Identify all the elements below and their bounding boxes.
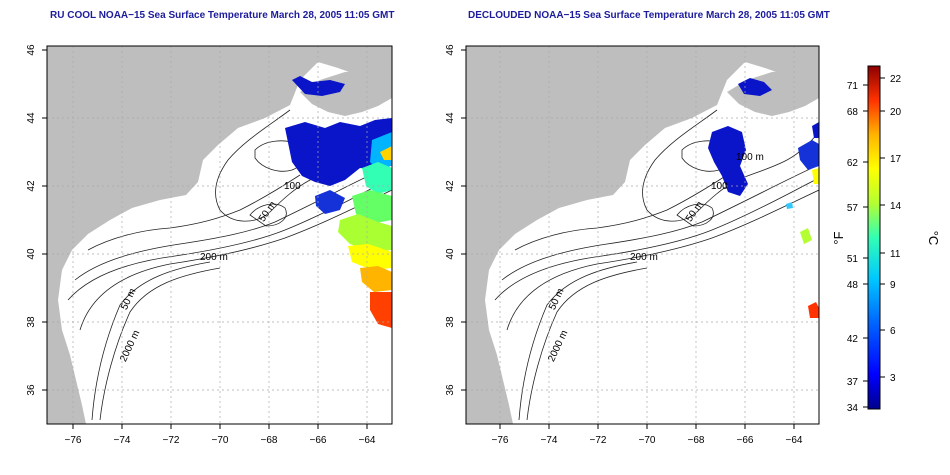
y-tick-label: 36	[445, 384, 456, 396]
colorbar-f-tick: 48	[847, 280, 859, 291]
colorbar-c-tick: 3	[890, 373, 896, 384]
y-tick-label: 42	[445, 180, 456, 192]
x-tick-label: −68	[261, 435, 278, 446]
x-tick-label: −74	[541, 435, 558, 446]
colorbar-c-tick: 17	[890, 154, 902, 165]
contour-label-100: 100	[711, 181, 728, 192]
y-tick-label: 38	[445, 316, 456, 328]
axes-right: −76 −74 −72 −70 −68 −66 −64 36 38 40 42 …	[445, 44, 803, 446]
colorbar-f-tick: 51	[847, 254, 859, 265]
colorbar: 71 68 62 57 51 48 42 37 34 22 20 17 14 1…	[831, 65, 941, 414]
colorbar-c-tick: 9	[890, 280, 896, 291]
map-panel-raw: 100 50 m 200 m 50 m 2000 m	[46, 45, 393, 425]
bathymetry-contours	[67, 109, 392, 421]
colorbar-c-tick: 6	[890, 326, 896, 337]
bathymetry-contours	[494, 109, 819, 421]
y-tick-label: 40	[445, 248, 456, 260]
land-mass	[47, 46, 392, 424]
contour-label-100m-top: 100 m	[736, 152, 764, 163]
x-tick-label: −70	[212, 435, 229, 446]
colorbar-c-tick: 20	[890, 107, 902, 118]
panel-title-raw: RU COOL NOAA−15 Sea Surface Temperature …	[50, 10, 395, 21]
x-tick-label: −74	[114, 435, 131, 446]
colorbar-f-tick: 57	[847, 203, 859, 214]
colorbar-f-tick: 71	[847, 81, 859, 92]
x-tick-label: −76	[492, 435, 509, 446]
colorbar-f-tick: 68	[847, 107, 859, 118]
colorbar-celsius-label: °C	[926, 231, 941, 246]
contour-label-200m: 200 m	[630, 252, 658, 263]
colorbar-f-tick: 62	[847, 158, 859, 169]
y-tick-label: 36	[26, 384, 37, 396]
y-tick-label: 44	[26, 112, 37, 124]
map-panel-declouded: 100 m 100 50 m 200 m 50 m 2000 m	[465, 45, 820, 425]
land-mass	[466, 46, 819, 424]
colorbar-fahrenheit-label: °F	[831, 231, 846, 244]
x-tick-label: −76	[65, 435, 82, 446]
map-frame	[465, 45, 820, 425]
colorbar-c-tick: 22	[890, 74, 902, 85]
colorbar-f-tick: 37	[847, 377, 859, 388]
contour-label-200m: 200 m	[200, 252, 228, 263]
colorbar-f-tick: 34	[847, 403, 859, 414]
colorbar-f-tick: 42	[847, 334, 859, 345]
colorbar-c-tick: 14	[890, 201, 902, 212]
grid-lines	[466, 46, 819, 424]
sst-data-raw	[285, 76, 392, 328]
y-tick-label: 38	[26, 316, 37, 328]
colorbar-c-tick: 11	[890, 249, 901, 260]
x-tick-label: −64	[359, 435, 376, 446]
x-tick-label: −72	[590, 435, 607, 446]
sst-data-declouded	[708, 78, 819, 318]
y-tick-label: 40	[26, 248, 37, 260]
y-tick-label: 44	[445, 112, 456, 124]
x-tick-label: −72	[163, 435, 180, 446]
y-tick-label: 42	[26, 180, 37, 192]
x-tick-label: −70	[639, 435, 656, 446]
x-tick-label: −66	[310, 435, 327, 446]
y-tick-label: 46	[26, 44, 37, 56]
x-tick-label: −64	[786, 435, 803, 446]
axes-left: −76 −74 −72 −70 −68 −66 −64 36 38 40 42 …	[26, 44, 376, 446]
land-nova-scotia	[300, 68, 392, 116]
panel-title-declouded: DECLOUDED NOAA−15 Sea Surface Temperatur…	[468, 10, 830, 21]
y-tick-label: 46	[445, 44, 456, 56]
x-tick-label: −68	[688, 435, 705, 446]
x-tick-label: −66	[737, 435, 754, 446]
grid-lines	[47, 46, 392, 424]
contour-label-100: 100	[284, 181, 301, 192]
colorbar-gradient	[867, 65, 881, 410]
